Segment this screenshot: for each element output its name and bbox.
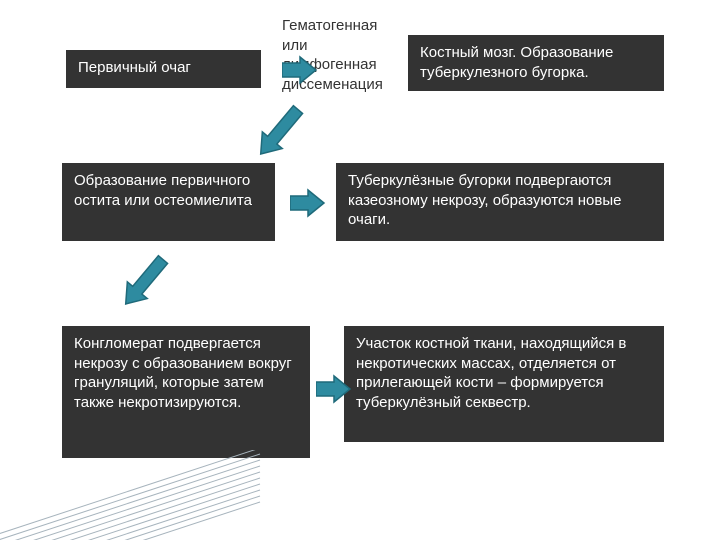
arrow-diag-1-icon xyxy=(240,96,320,166)
box-bone-marrow-text: Костный мозг. Образование туберкулезного… xyxy=(420,44,613,81)
decorative-lines-icon xyxy=(0,450,280,540)
arrow-right-2-icon xyxy=(290,188,326,218)
arrow-diag-2-icon xyxy=(105,246,185,316)
box-sequester: Участок костной ткани, находящийся в нек… xyxy=(344,326,664,442)
box-bone-marrow: Костный мозг. Образование туберкулезного… xyxy=(408,35,664,91)
arrow-right-3-icon xyxy=(316,374,352,404)
box-caseous-necrosis-text: Туберкулёзные бугорки подвергаются казео… xyxy=(348,172,621,228)
box-primary-focus-text: Первичный очаг xyxy=(78,59,191,76)
box-primary-ostitis: Образование первичного остита или остеом… xyxy=(62,163,275,241)
box-primary-ostitis-text: Образование первичного остита или остеом… xyxy=(74,172,252,209)
box-conglomerate-text: Конгломерат подвергается некрозу с образ… xyxy=(74,335,292,411)
box-sequester-text: Участок костной ткани, находящийся в нек… xyxy=(356,335,626,411)
box-conglomerate: Конгломерат подвергается некрозу с образ… xyxy=(62,326,310,458)
box-caseous-necrosis: Туберкулёзные бугорки подвергаются казео… xyxy=(336,163,664,241)
arrow-right-1-icon xyxy=(282,55,318,85)
box-primary-focus: Первичный очаг xyxy=(66,50,261,88)
